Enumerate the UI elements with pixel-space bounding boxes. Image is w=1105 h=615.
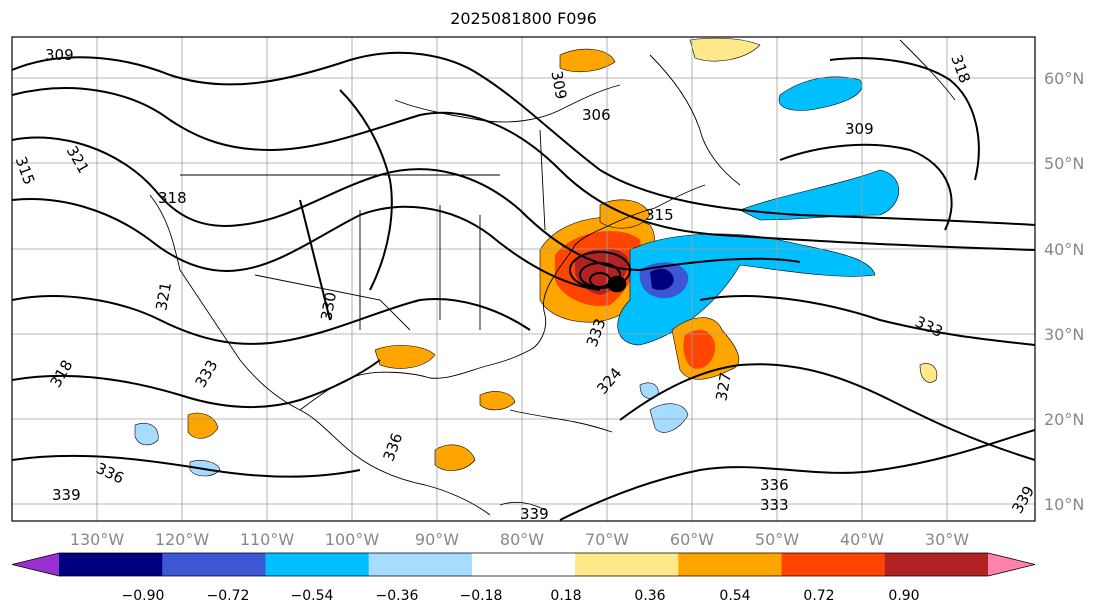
shaded-anomaly-layer [134,37,938,477]
plot-frame [11,36,1036,522]
contour-label: 315 [645,206,674,224]
colorbar-tick: −0.36 [376,588,419,604]
colorbar-segment [575,553,679,576]
negative-anomaly-blob-midatlantic [649,403,689,433]
lon-label: 50°W [755,530,799,549]
negative-anomaly-blob-greenland [778,76,863,111]
colorbar-segment [678,553,783,576]
colorbar-segment [368,553,473,576]
positive-anomaly-blob-yucatan [479,391,516,411]
negative-anomaly-peak-atlantic [650,268,674,290]
positive-anomaly-blob-labrador [689,37,761,62]
contour-label: 309 [547,69,570,100]
contour-label: 327 [712,371,735,402]
positive-anomaly-blob-hudson [559,48,616,73]
graticule [12,37,1035,521]
latitude-axis: 60°N 50°N 40°N 30°N 20°N 10°N [1044,69,1084,514]
positive-anomaly-blob-centralamerica [434,444,476,471]
colorbar-segment [471,553,576,576]
lat-label: 60°N [1044,69,1084,88]
contour-label: 306 [582,106,611,124]
colorbar-tick: −0.18 [460,588,503,604]
contour-label: 321 [152,281,175,312]
colorbar-tick: −0.90 [122,588,165,604]
map-plot-area: 309 315 321 318 318 333 336 339 306 309 … [12,37,1035,523]
lat-label: 10°N [1044,495,1084,514]
lon-label: 80°W [500,530,544,549]
lat-label: 40°N [1044,240,1084,259]
colorbar-segment [162,553,266,576]
colorbar-segment [265,553,370,576]
colorbar-tick: 0.72 [803,588,834,604]
lon-label: 60°W [670,530,714,549]
negative-anomaly-blob-atlantic [617,233,876,346]
colorbar-extension-high [988,553,1035,576]
colorbar-segment [884,553,989,576]
negative-anomaly-blob-pacific [134,422,159,446]
positive-anomaly-core-caribbean [683,329,716,369]
colorbar-tick: 0.54 [719,588,750,604]
colorbar-tick: −0.72 [207,588,250,604]
colorbar-outline [11,552,1036,577]
colorbar-segment [781,553,886,576]
lon-label: 70°W [585,530,629,549]
contour-label: 339 [52,486,81,504]
lon-label: 30°W [925,530,969,549]
height-contours [12,51,1035,521]
colorbar-segment [59,553,163,576]
contour-label: 318 [158,189,187,207]
contour-label: 336 [760,476,789,494]
colorbar-tick: 0.36 [634,588,665,604]
contour-label: 339 [520,505,549,523]
positive-anomaly-blob-gulf [374,345,436,369]
plot-title: 2025081800 F096 [450,9,597,28]
lon-label: 100°W [325,530,380,549]
contour-label: 309 [845,120,874,138]
positive-anomaly-blob-east-atlantic [919,363,938,383]
lat-label: 30°N [1044,325,1084,344]
colorbar [11,552,1036,577]
lon-label: 130°W [70,530,125,549]
coastlines [149,39,956,516]
contour-label: 309 [45,46,74,64]
colorbar-tick: 0.18 [550,588,581,604]
negative-anomaly-blob-north-atlantic [739,169,900,221]
lat-label: 50°N [1044,154,1084,173]
colorbar-tick: −0.54 [291,588,334,604]
contour-label: 330 [317,291,340,322]
colorbar-tick: 0.90 [888,588,919,604]
lon-label: 40°W [840,530,884,549]
lat-label: 20°N [1044,410,1084,429]
lon-label: 110°W [240,530,295,549]
lon-label: 120°W [155,530,210,549]
longitude-axis: 130°W 120°W 110°W 100°W 90°W 80°W 70°W 6… [70,530,969,549]
lon-label: 90°W [415,530,459,549]
colorbar-extension-low [12,553,59,576]
colorbar-ticks: −0.90 −0.72 −0.54 −0.36 −0.18 0.18 0.36 … [122,588,920,604]
contour-label: 333 [760,496,789,514]
